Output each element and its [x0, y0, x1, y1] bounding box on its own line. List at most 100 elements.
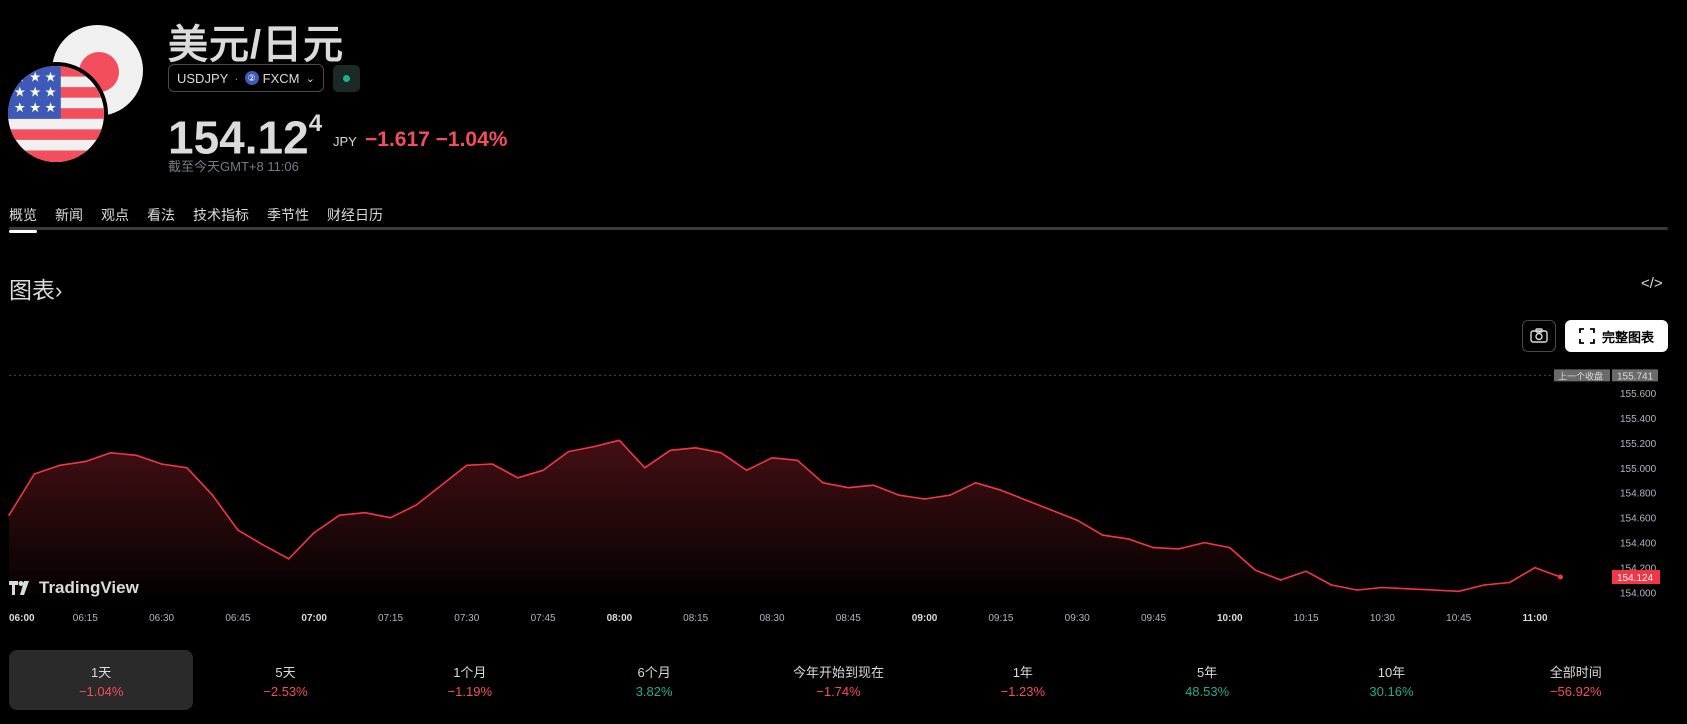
period-8[interactable]: 全部时间 −56.92%	[1484, 650, 1668, 710]
x-tick-label: 06:00	[9, 613, 35, 624]
last-value-label-bg	[1612, 570, 1660, 585]
period-change: 30.16%	[1369, 683, 1414, 699]
data-point	[847, 486, 850, 489]
chevron-right-icon: ›	[55, 278, 63, 303]
svg-text:★: ★	[14, 86, 26, 101]
y-tick-label: 155.600	[1620, 389, 1657, 400]
last-point-marker	[1557, 574, 1563, 580]
prev-close-label-bg	[1554, 369, 1610, 382]
x-tick-label: 08:45	[836, 613, 861, 624]
data-point	[567, 450, 570, 453]
tab-5[interactable]: 季节性	[267, 207, 309, 223]
period-label: 1年	[1012, 664, 1033, 680]
svg-text:★: ★	[44, 86, 56, 101]
currency-label: JPY	[333, 134, 357, 149]
x-tick-label: 11:00	[1522, 613, 1547, 624]
period-3[interactable]: 6个月 3.82%	[562, 650, 746, 710]
last-price: 154.124	[168, 105, 322, 162]
tradingview-logo: TradingView	[9, 578, 139, 598]
tab-3[interactable]: 看法	[147, 207, 175, 223]
page-title: 美元/日元	[168, 23, 345, 67]
symbol-selector[interactable]: USDJPY · ② FXCM ⌄	[168, 64, 324, 92]
period-5[interactable]: 1年 −1.23%	[931, 650, 1115, 710]
data-point	[593, 445, 595, 448]
x-tick-label: 07:45	[531, 613, 556, 624]
x-tick-label: 08:30	[759, 613, 784, 624]
x-tick-label: 10:30	[1370, 613, 1395, 624]
data-point	[516, 476, 519, 479]
data-point	[949, 494, 951, 497]
data-point	[33, 473, 36, 475]
tab-4[interactable]: 技术指标	[193, 207, 249, 223]
tab-6[interactable]: 财经日历	[327, 207, 383, 223]
data-point	[415, 504, 417, 507]
tab-0[interactable]: 概览	[9, 205, 37, 233]
y-tick-label: 154.200	[1620, 564, 1657, 575]
price-chart[interactable]: 154.000 154.200 154.400 154.600 154.800 155.0…	[0, 365, 1687, 635]
full-chart-label: 完整图表	[1601, 329, 1654, 345]
x-tick-label: 09:45	[1141, 613, 1166, 624]
period-label: 10年	[1377, 664, 1406, 680]
tab-2[interactable]: 观点	[101, 207, 129, 223]
data-point	[389, 516, 392, 519]
market-status-badge[interactable]	[333, 65, 360, 92]
svg-text:★: ★	[14, 70, 26, 85]
y-tick-label: 155.200	[1620, 439, 1657, 450]
data-point	[8, 514, 10, 516]
embed-code-icon[interactable]: </>	[1641, 275, 1663, 292]
data-point	[109, 452, 112, 454]
x-tick-label: 09:30	[1065, 613, 1090, 624]
data-point	[898, 494, 900, 497]
period-0[interactable]: 1天 −1.04%	[9, 650, 194, 710]
svg-text:★: ★	[29, 86, 41, 101]
tradingview-logo-icon	[9, 581, 29, 595]
period-6[interactable]: 5年 48.53%	[1115, 650, 1299, 710]
x-tick-label: 10:15	[1294, 613, 1319, 624]
data-point	[542, 469, 544, 472]
data-point	[262, 544, 265, 546]
data-point	[237, 529, 239, 531]
data-point	[796, 459, 799, 462]
data-point	[338, 514, 341, 516]
data-point	[466, 464, 468, 467]
data-point	[160, 463, 163, 465]
period-1[interactable]: 5天 −2.53%	[193, 650, 377, 710]
snapshot-button[interactable]	[1522, 320, 1556, 352]
section-title-text: 图表	[9, 277, 55, 303]
data-point	[1101, 534, 1104, 536]
data-point	[211, 494, 214, 497]
y-tick-label: 155.000	[1620, 464, 1657, 475]
x-tick-label: 06:15	[73, 613, 98, 624]
period-change: −56.92%	[1549, 683, 1602, 699]
data-point	[1178, 548, 1180, 550]
period-2[interactable]: 1个月 −1.19%	[378, 650, 562, 710]
data-point	[1050, 509, 1053, 511]
data-point	[1229, 546, 1231, 549]
price-change: −1.617 −1.04%	[365, 128, 508, 151]
svg-text:★: ★	[29, 70, 41, 85]
tab-1[interactable]: 新闻	[55, 207, 83, 223]
x-tick-label: 07:30	[454, 613, 479, 624]
full-chart-button[interactable]: 完整图表	[1565, 320, 1668, 352]
price-superscript: 4	[308, 110, 323, 137]
period-4[interactable]: 今年开始到现在 −1.74%	[746, 650, 930, 710]
data-point	[1330, 584, 1333, 586]
data-point	[1305, 570, 1307, 573]
data-point	[186, 466, 188, 469]
data-point	[1432, 589, 1435, 591]
data-point	[1508, 581, 1511, 584]
y-tick-label: 154.800	[1620, 489, 1657, 500]
x-tick-label: 07:00	[301, 613, 327, 624]
data-point	[1534, 566, 1536, 569]
data-point	[440, 484, 443, 487]
chart-section-title[interactable]: 图表›	[9, 271, 62, 305]
data-point	[1076, 519, 1078, 521]
data-point	[694, 447, 697, 449]
x-tick-label: 06:45	[225, 613, 250, 624]
data-point	[720, 452, 722, 454]
separator: ·	[234, 70, 239, 86]
data-point	[822, 481, 824, 484]
period-7[interactable]: 10年 30.16%	[1299, 650, 1483, 710]
y-tick-label: 154.600	[1620, 514, 1657, 525]
prev-close-value-bg	[1612, 369, 1658, 382]
